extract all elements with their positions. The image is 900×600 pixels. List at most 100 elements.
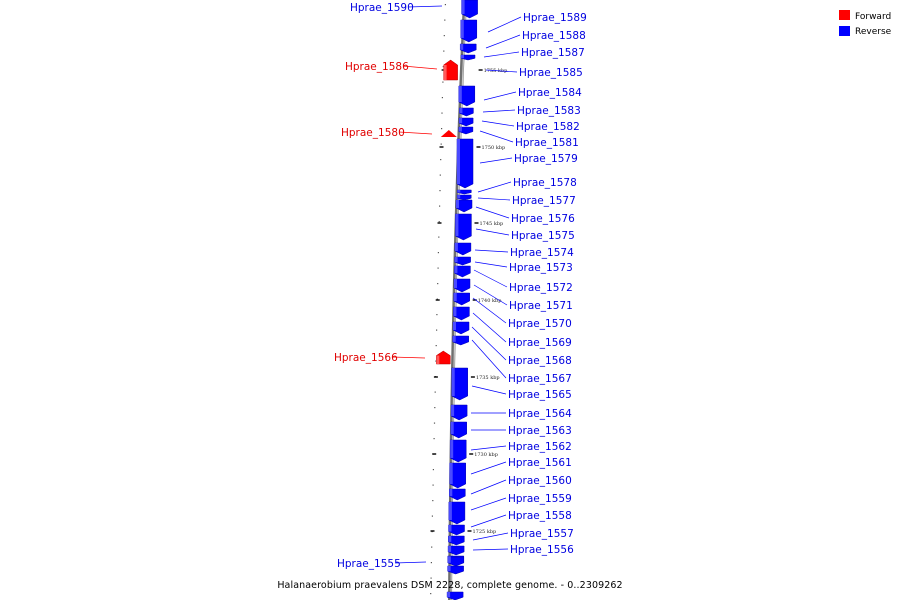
minor-tick-dot	[439, 174, 441, 176]
gene-label[interactable]: Hprae_1587	[521, 47, 585, 59]
gene-label[interactable]: Hprae_1563	[508, 425, 572, 437]
gene-label[interactable]: Hprae_1584	[518, 87, 582, 99]
gene-feature-shade	[460, 44, 464, 50]
gene-label[interactable]: Hprae_1568	[508, 355, 572, 367]
gene-label[interactable]: Hprae_1575	[511, 230, 575, 242]
leader-line	[470, 514, 507, 528]
legend-reverse-label: Reverse	[855, 27, 892, 37]
leader-line	[470, 461, 507, 475]
gene-label[interactable]: Hprae_1573	[509, 262, 573, 274]
gene-label[interactable]: Hprae_1580	[341, 127, 405, 139]
gene-label[interactable]: Hprae_1581	[515, 137, 579, 149]
minor-tick-dot	[434, 407, 436, 409]
minor-tick-dot	[435, 345, 437, 347]
gene-feature-shade	[461, 55, 464, 59]
label-leader-lines	[391, 5, 522, 564]
gene-label[interactable]: Hprae_1557	[510, 528, 574, 540]
gene-label[interactable]: Hprae_1559	[508, 493, 572, 505]
leader-line	[391, 356, 426, 359]
major-tick-label: 1755 kbp	[484, 68, 508, 74]
minor-tick-dot	[430, 593, 432, 595]
gene-label[interactable]: Hprae_1570	[508, 318, 572, 330]
gene-feature-shade	[453, 322, 456, 330]
gene-label[interactable]: Hprae_1577	[512, 195, 576, 207]
minor-tick-dot	[440, 143, 442, 145]
minor-tick-dot	[443, 50, 445, 52]
gene-label[interactable]: Hprae_1567	[508, 373, 572, 385]
gene-label[interactable]: Hprae_1578	[513, 177, 577, 189]
leader-line	[470, 445, 507, 451]
leader-line	[472, 532, 509, 541]
gene-label[interactable]: Hprae_1586	[345, 61, 409, 73]
minor-tick-dot	[432, 500, 434, 502]
legend-reverse-swatch	[839, 26, 850, 36]
gene-label[interactable]: Hprae_1571	[509, 300, 573, 312]
gene-feature-shade	[457, 139, 460, 184]
gene-feature-shade	[447, 592, 451, 598]
minor-tick-dot	[442, 66, 444, 68]
gene-feature-shade	[457, 195, 461, 199]
minor-tick-dot	[443, 35, 445, 37]
gene-label[interactable]: Hprae_1589	[523, 12, 587, 24]
genome-title: Halanaerobium praevalens DSM 2228, compl…	[277, 580, 622, 591]
gene-label[interactable]: Hprae_1576	[511, 213, 575, 225]
legend: Forward Reverse	[839, 10, 892, 37]
leader-line	[471, 339, 507, 379]
gene-label[interactable]: Hprae_1558	[508, 510, 572, 522]
gene-feature-shade	[457, 190, 461, 193]
gene-feature-shade	[450, 440, 454, 458]
gene-label[interactable]: Hprae_1556	[510, 544, 574, 556]
minor-tick-dot	[441, 128, 443, 130]
gene-label[interactable]: Hprae_1579	[514, 153, 578, 165]
leader-line	[474, 261, 508, 268]
gene-label[interactable]: Hprae_1569	[508, 337, 572, 349]
gene-label[interactable]: Hprae_1555	[337, 558, 401, 570]
minor-tick-dot	[431, 546, 433, 548]
gene-label[interactable]: Hprae_1560	[508, 475, 572, 487]
leader-line	[475, 228, 510, 236]
leader-line	[470, 497, 507, 511]
minor-tick-dot	[436, 329, 438, 331]
gene-label[interactable]: Hprae_1562	[508, 441, 572, 453]
major-tick-label: 1745 kbp	[480, 221, 504, 227]
gene-label[interactable]: Hprae_1561	[508, 457, 572, 469]
leader-line	[471, 326, 507, 361]
minor-tick-dot	[434, 391, 436, 393]
gene-feature-shade	[453, 307, 457, 316]
gene-feature-shade	[447, 557, 451, 563]
gene-label[interactable]: Hprae_1582	[516, 121, 580, 133]
leader-line	[394, 561, 427, 564]
gene-label[interactable]: Hprae_1572	[509, 282, 573, 294]
leader-line	[485, 69, 518, 73]
gene-label[interactable]: Hprae_1564	[508, 408, 572, 420]
gene-label[interactable]: Hprae_1588	[522, 30, 586, 42]
gene-label[interactable]: Hprae_1566	[334, 352, 398, 364]
leader-line	[473, 269, 508, 288]
gene-feature-shade	[454, 266, 458, 274]
major-tick-label: 1730 kbp	[474, 452, 498, 458]
leader-line	[473, 284, 508, 306]
minor-tick-dot	[438, 236, 440, 238]
gene-label[interactable]: Hprae_1565	[508, 389, 572, 401]
gene-feature-shade	[451, 368, 455, 396]
leader-line	[470, 479, 507, 495]
gene-feature-shade	[461, 0, 465, 14]
gene-labels: Hprae_1590 Hprae_1589 Hprae_1588 Hprae_1587…	[334, 2, 587, 570]
gene-label[interactable]: Hprae_1590	[350, 2, 414, 14]
minor-tick-dot	[437, 267, 439, 269]
gene-label[interactable]: Hprae_1574	[510, 247, 574, 259]
gene-feature-shade	[454, 243, 458, 251]
major-tick-label: 1735 kbp	[476, 375, 500, 381]
legend-forward-label: Forward	[855, 12, 891, 22]
minor-tick-dot	[433, 422, 436, 424]
leader-line	[487, 16, 522, 33]
minor-tick-dot	[438, 221, 440, 223]
leader-line	[479, 157, 513, 164]
gene-feature-shade	[436, 355, 440, 364]
leader-line	[407, 5, 443, 8]
gene-label[interactable]: Hprae_1583	[517, 105, 581, 117]
legend-forward-swatch	[839, 10, 850, 20]
gene-label[interactable]: Hprae_1585	[519, 67, 583, 79]
minor-tick-dot	[430, 562, 432, 564]
